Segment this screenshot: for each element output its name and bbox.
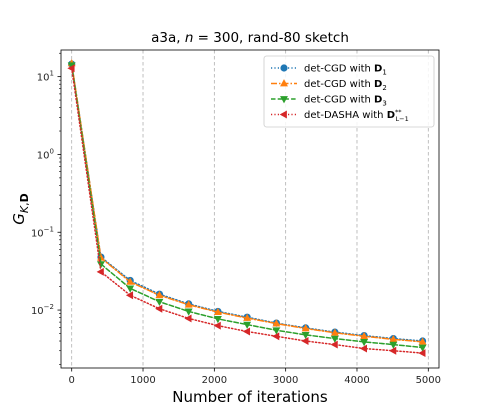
- series-layer: [67, 59, 427, 358]
- data-point: [360, 331, 369, 340]
- legend-item: det-CGD with D1: [271, 64, 387, 77]
- legend-marker: [280, 96, 288, 104]
- data-point: [155, 304, 163, 313]
- x-axis-label: Number of iterations: [172, 388, 328, 406]
- legend-item: det-CGD with D2: [271, 79, 387, 92]
- data-point: [272, 327, 281, 335]
- data-point: [213, 316, 222, 324]
- y-tick-label: 10−2: [31, 303, 54, 317]
- legend-marker: [279, 110, 287, 119]
- legend-label: det-CGD with D3: [304, 95, 387, 108]
- data-point: [155, 290, 164, 299]
- legend-label: det-CGD with D1: [304, 64, 387, 77]
- legend-label: det-CGD with D2: [304, 79, 387, 92]
- data-point: [184, 314, 192, 323]
- data-point: [155, 298, 164, 307]
- data-point: [125, 291, 134, 300]
- data-point: [243, 313, 252, 321]
- data-point: [96, 253, 105, 261]
- legend-marker: [280, 64, 288, 72]
- data-point: [184, 300, 193, 308]
- legend-marker: [280, 79, 288, 87]
- data-point: [126, 277, 135, 285]
- x-tick-label: 5000: [416, 375, 441, 386]
- legend-item: det-CGD with D3: [271, 95, 387, 108]
- y-tick-label: 101: [37, 70, 54, 84]
- legend-label: det-DASHA with D** L−1: [304, 108, 409, 123]
- series-4: [67, 64, 426, 358]
- legend-box: [263, 55, 435, 128]
- data-point: [330, 335, 339, 343]
- x-tick-label: 3000: [273, 375, 298, 386]
- x-tick-label: 0: [69, 375, 75, 386]
- data-point: [389, 346, 397, 355]
- x-tick-label: 4000: [344, 375, 369, 386]
- y-tick-label: 100: [37, 147, 54, 161]
- data-point: [418, 337, 427, 345]
- x-tick-label: 1000: [130, 375, 155, 386]
- data-point: [96, 261, 105, 269]
- data-point: [184, 308, 193, 316]
- data-point: [272, 332, 280, 341]
- data-point: [418, 344, 427, 352]
- grid-layer: [71, 50, 429, 368]
- chart-title: a3a, n = 300, rand-80 sketch: [151, 30, 349, 46]
- data-point: [243, 321, 252, 329]
- legend: det-CGD with D1 det-CGD with D2 det-CGD wi…: [263, 55, 435, 128]
- data-point: [96, 267, 104, 276]
- legend-item: det-DASHA with D** L−1: [271, 108, 409, 123]
- tick-layer: 0 1000 2000 3000 4000 5000 10−2 10−1 100 101: [31, 52, 441, 386]
- y-axis-label: GK,D: [10, 193, 31, 224]
- data-point: [360, 338, 369, 347]
- data-point: [389, 335, 398, 343]
- data-point: [242, 327, 251, 336]
- data-point: [301, 331, 310, 340]
- data-point: [330, 328, 339, 336]
- series-3: [67, 62, 427, 352]
- data-point: [330, 340, 338, 349]
- data-point: [301, 337, 309, 345]
- data-point: [126, 285, 135, 293]
- data-point: [301, 324, 310, 332]
- y-tick-label: 10−1: [31, 225, 54, 239]
- data-point: [272, 319, 281, 327]
- data-point: [67, 64, 75, 73]
- data-point: [213, 307, 222, 316]
- x-tick-label: 2000: [202, 375, 227, 386]
- data-point: [213, 321, 221, 330]
- data-point: [359, 344, 367, 353]
- data-point: [389, 341, 398, 349]
- data-point: [418, 349, 426, 358]
